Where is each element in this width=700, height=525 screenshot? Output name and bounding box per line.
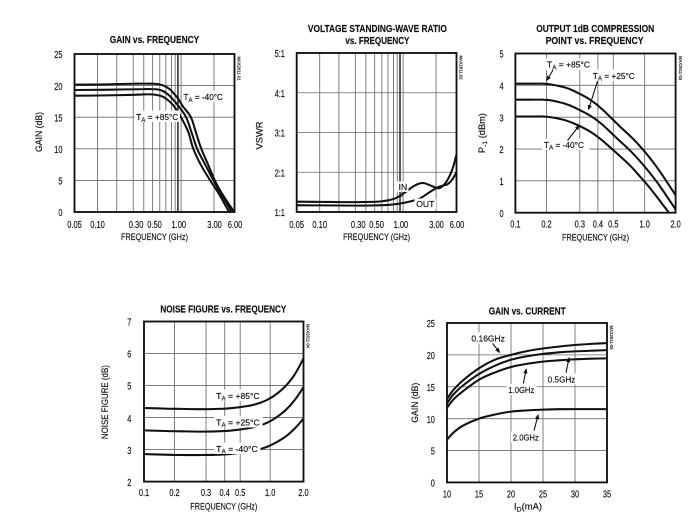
svg-text:TA = +85°C: TA = +85°C bbox=[136, 112, 178, 124]
svg-text:FREQUENCY (GHz): FREQUENCY (GHz) bbox=[343, 232, 410, 242]
svg-text:0: 0 bbox=[500, 209, 504, 220]
svg-text:0.5GHz: 0.5GHz bbox=[548, 374, 576, 384]
svg-text:TA = -40°C: TA = -40°C bbox=[544, 140, 584, 152]
svg-text:MAX2611-01: MAX2611-01 bbox=[237, 57, 242, 82]
svg-text:25: 25 bbox=[54, 50, 63, 61]
svg-text:MAX2611-02: MAX2611-02 bbox=[459, 56, 464, 81]
svg-text:20: 20 bbox=[427, 351, 436, 362]
svg-text:6.00: 6.00 bbox=[228, 220, 243, 231]
svg-text:2.0: 2.0 bbox=[670, 220, 681, 231]
svg-text:0.50: 0.50 bbox=[369, 220, 384, 231]
svg-text:1.0: 1.0 bbox=[265, 488, 276, 499]
svg-text:0.30: 0.30 bbox=[129, 220, 144, 231]
svg-text:1: 1 bbox=[500, 177, 504, 188]
svg-text:GAIN vs. CURRENT: GAIN vs. CURRENT bbox=[489, 306, 566, 317]
svg-text:0.16GHz: 0.16GHz bbox=[471, 334, 505, 344]
svg-text:0.10: 0.10 bbox=[312, 220, 327, 231]
svg-text:GAIN vs. FREQUENCY: GAIN vs. FREQUENCY bbox=[110, 35, 200, 46]
svg-text:0.50: 0.50 bbox=[147, 220, 162, 231]
svg-text:7: 7 bbox=[127, 318, 131, 329]
svg-text:MAX2611-03: MAX2611-03 bbox=[678, 56, 683, 81]
svg-text:POINT vs. FREQUENCY: POINT vs. FREQUENCY bbox=[546, 36, 644, 47]
svg-text:30: 30 bbox=[571, 490, 580, 501]
svg-text:NOISE FIGURE vs. FREQUENCY: NOISE FIGURE vs. FREQUENCY bbox=[160, 304, 286, 315]
svg-text:2: 2 bbox=[127, 478, 131, 489]
svg-text:2.0GHz: 2.0GHz bbox=[513, 432, 539, 442]
svg-text:1.0GHz: 1.0GHz bbox=[508, 385, 534, 395]
svg-text:VOLTAGE STANDING-WAVE RATIO: VOLTAGE STANDING-WAVE RATIO bbox=[308, 24, 447, 35]
svg-text:0.4: 0.4 bbox=[593, 220, 604, 231]
svg-text:4:1: 4:1 bbox=[275, 89, 286, 100]
svg-text:10: 10 bbox=[54, 145, 63, 156]
svg-text:3.00: 3.00 bbox=[429, 220, 444, 231]
svg-text:10: 10 bbox=[427, 415, 436, 426]
svg-text:OUTPUT 1dB COMPRESSION: OUTPUT 1dB COMPRESSION bbox=[536, 24, 654, 35]
svg-text:35: 35 bbox=[603, 490, 612, 501]
svg-text:0.1: 0.1 bbox=[139, 488, 150, 499]
svg-text:2:1: 2:1 bbox=[275, 168, 286, 179]
svg-text:1.0: 1.0 bbox=[640, 220, 651, 231]
svg-text:25: 25 bbox=[539, 490, 548, 501]
svg-text:0.5: 0.5 bbox=[608, 220, 619, 231]
svg-text:20: 20 bbox=[54, 82, 63, 93]
svg-text:0.5: 0.5 bbox=[235, 488, 246, 499]
svg-text:NOISE FIGURE (dB): NOISE FIGURE (dB) bbox=[100, 365, 110, 439]
svg-text:5: 5 bbox=[500, 50, 504, 61]
svg-text:GAIN (dB): GAIN (dB) bbox=[34, 112, 44, 152]
svg-text:GAIN (dB): GAIN (dB) bbox=[410, 383, 420, 423]
svg-text:5: 5 bbox=[127, 382, 131, 393]
svg-text:3: 3 bbox=[500, 113, 504, 124]
svg-text:20: 20 bbox=[507, 490, 516, 501]
svg-text:0.2: 0.2 bbox=[169, 488, 180, 499]
svg-text:3.00: 3.00 bbox=[207, 220, 222, 231]
svg-text:4: 4 bbox=[500, 82, 504, 93]
svg-text:0: 0 bbox=[58, 208, 62, 219]
svg-text:6: 6 bbox=[127, 350, 131, 361]
svg-text:0.1: 0.1 bbox=[510, 220, 521, 231]
svg-text:0.2: 0.2 bbox=[541, 220, 552, 231]
svg-text:MAX2611-05: MAX2611-05 bbox=[609, 326, 614, 351]
svg-text:0.10: 0.10 bbox=[90, 220, 105, 231]
svg-text:1:1: 1:1 bbox=[275, 208, 286, 219]
svg-text:25: 25 bbox=[427, 319, 436, 330]
svg-text:6.00: 6.00 bbox=[450, 220, 465, 231]
svg-text:TA = -40°C: TA = -40°C bbox=[184, 92, 224, 104]
svg-text:0.3: 0.3 bbox=[201, 488, 212, 499]
svg-text:15: 15 bbox=[54, 113, 63, 124]
svg-text:P-1 (dBm): P-1 (dBm) bbox=[477, 113, 489, 153]
svg-text:ID(mA): ID(mA) bbox=[514, 502, 542, 514]
svg-text:TA = +25°C: TA = +25°C bbox=[216, 417, 259, 429]
svg-text:IN: IN bbox=[399, 182, 408, 192]
svg-text:1.00: 1.00 bbox=[394, 220, 409, 231]
svg-text:TA = +85°C: TA = +85°C bbox=[547, 60, 590, 72]
svg-text:2: 2 bbox=[500, 145, 504, 156]
svg-text:3:1: 3:1 bbox=[275, 129, 286, 140]
svg-text:TA = -40°C: TA = -40°C bbox=[216, 444, 258, 456]
svg-text:2.0: 2.0 bbox=[298, 488, 309, 499]
svg-text:15: 15 bbox=[427, 383, 436, 394]
svg-text:10: 10 bbox=[443, 490, 452, 501]
svg-text:5: 5 bbox=[58, 177, 62, 188]
svg-text:OUT: OUT bbox=[416, 199, 435, 209]
svg-text:FREQUENCY (GHz): FREQUENCY (GHz) bbox=[121, 232, 188, 242]
svg-text:TA = +25°C: TA = +25°C bbox=[593, 71, 635, 83]
svg-text:FREQUENCY (GHz): FREQUENCY (GHz) bbox=[190, 502, 257, 512]
svg-text:0.30: 0.30 bbox=[351, 220, 366, 231]
svg-text:5: 5 bbox=[431, 447, 435, 458]
svg-text:MAX2611-04: MAX2611-04 bbox=[306, 324, 311, 349]
svg-text:TA = +85°C: TA = +85°C bbox=[216, 391, 259, 403]
svg-text:5:1: 5:1 bbox=[275, 49, 286, 60]
svg-text:vs. FREQUENCY: vs. FREQUENCY bbox=[345, 36, 409, 47]
svg-text:3: 3 bbox=[127, 446, 131, 457]
svg-text:FREQUENCY (GHz): FREQUENCY (GHz) bbox=[562, 232, 629, 242]
svg-text:0.4: 0.4 bbox=[220, 488, 231, 499]
svg-text:4: 4 bbox=[127, 414, 131, 425]
svg-text:0.05: 0.05 bbox=[67, 220, 82, 231]
svg-text:15: 15 bbox=[475, 490, 484, 501]
svg-text:0: 0 bbox=[431, 479, 435, 490]
svg-text:0.05: 0.05 bbox=[289, 220, 304, 231]
svg-text:VSWR: VSWR bbox=[255, 121, 265, 149]
svg-text:1.00: 1.00 bbox=[172, 220, 187, 231]
svg-text:0.3: 0.3 bbox=[575, 220, 586, 231]
